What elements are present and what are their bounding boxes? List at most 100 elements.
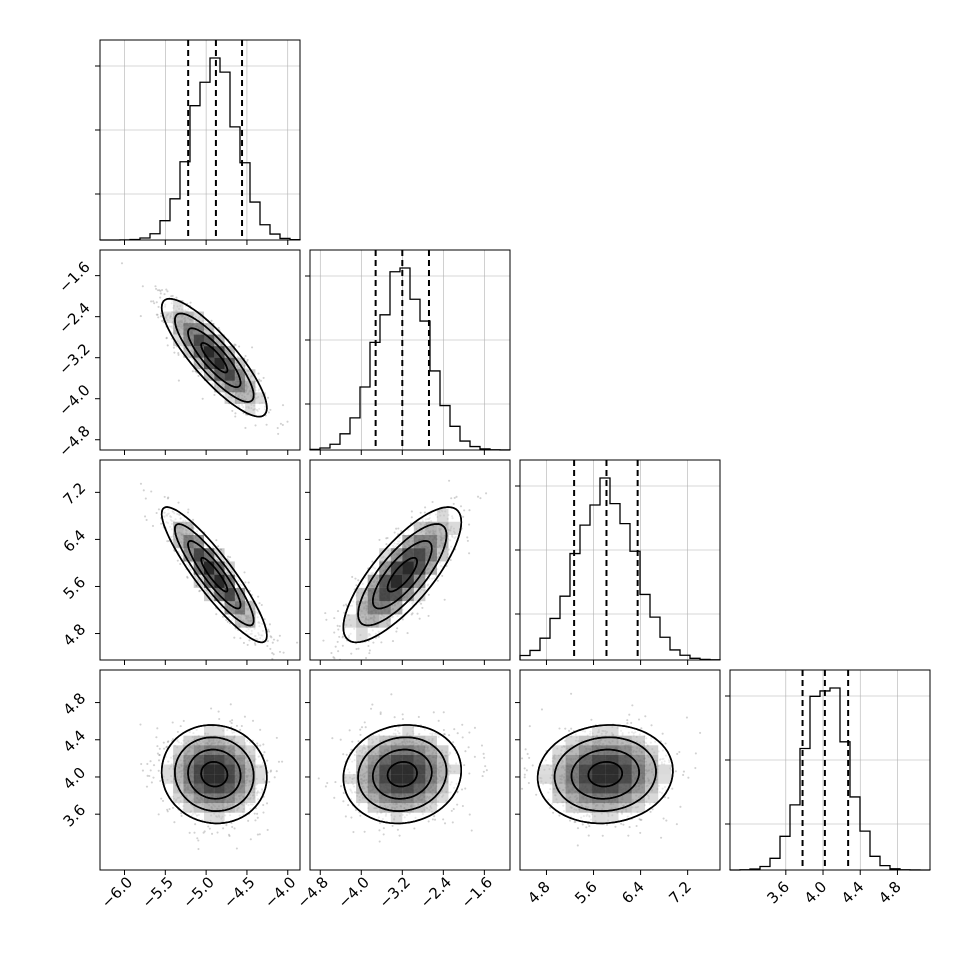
sample-point <box>332 656 335 659</box>
contour-outline-3 <box>160 506 268 644</box>
sample-point <box>324 612 327 615</box>
sample-point <box>463 509 466 512</box>
scatter-panel-2-0-content <box>139 482 299 660</box>
density-cell-overlay <box>214 369 225 381</box>
sample-point <box>167 540 170 543</box>
sample-point <box>443 598 446 601</box>
density-cell-overlay <box>193 548 204 562</box>
sample-point <box>192 518 195 521</box>
density-cell-overlay <box>224 587 235 602</box>
density-cell-overlay <box>214 561 225 575</box>
density-cell-overlay <box>436 508 449 522</box>
sample-point <box>166 540 169 543</box>
sample-point <box>282 651 285 654</box>
sample-point <box>396 627 399 630</box>
sample-point <box>449 558 452 562</box>
density-cell-overlay <box>183 334 194 347</box>
sample-point <box>195 584 198 587</box>
density-cell-overlay <box>173 311 184 324</box>
sample-point <box>145 785 149 788</box>
density-cell-overlay <box>245 392 256 404</box>
sample-point <box>334 645 337 648</box>
sample-point <box>450 497 453 500</box>
sample-point <box>233 636 236 639</box>
sample-point <box>357 647 360 650</box>
sample-point <box>233 827 236 830</box>
sample-point <box>242 641 245 645</box>
sample-point <box>198 589 201 592</box>
density-cell-overlay <box>173 323 184 335</box>
sample-point <box>155 511 158 515</box>
sample-point <box>269 647 272 650</box>
contour-outline-0 <box>200 342 229 374</box>
density-cell-overlay <box>214 346 225 358</box>
sample-point <box>445 564 448 568</box>
ytick-label: 7.2 <box>60 479 90 509</box>
sample-point <box>271 641 274 644</box>
density-cell-overlay <box>173 300 184 312</box>
sample-point <box>266 640 269 643</box>
sample-point <box>462 515 465 518</box>
sample-point <box>258 833 261 836</box>
density-cell-overlay <box>214 574 225 588</box>
sample-point <box>197 374 200 377</box>
sample-point <box>258 602 261 605</box>
sample-point <box>371 560 374 563</box>
sample-point <box>354 577 357 580</box>
sample-point <box>372 641 375 644</box>
sample-point <box>345 603 348 606</box>
density-cell-overlay <box>173 521 184 535</box>
sample-point <box>268 630 271 633</box>
density-cell-overlay <box>204 357 215 370</box>
sample-point <box>251 346 254 349</box>
sample-point <box>244 426 247 429</box>
sample-point <box>397 527 400 530</box>
sample-point <box>152 300 155 303</box>
sample-point <box>208 827 211 830</box>
sample-point <box>120 262 124 265</box>
density-cell-overlay <box>204 574 215 588</box>
sample-point <box>233 343 236 346</box>
sample-point <box>419 602 423 605</box>
sample-point <box>151 524 155 528</box>
density-cell-overlay <box>344 614 357 628</box>
sample-point <box>269 408 272 411</box>
sample-point <box>235 724 238 727</box>
sample-point <box>406 632 409 635</box>
sample-point <box>316 668 318 670</box>
ytick-label: −2.4 <box>55 299 93 337</box>
sample-point <box>166 290 169 293</box>
density-cell-overlay <box>224 561 235 575</box>
ytick-label: 6.4 <box>60 526 90 556</box>
sample-point <box>258 378 261 381</box>
sample-point <box>466 539 469 542</box>
sample-point <box>159 290 162 293</box>
sample-point <box>468 509 471 512</box>
sample-point <box>341 644 344 647</box>
sample-point <box>152 764 156 767</box>
density-cell-overlay <box>214 357 225 370</box>
sample-point <box>173 351 176 354</box>
density-cell-overlay <box>245 369 256 381</box>
sample-point <box>244 581 247 584</box>
contour-outline-2 <box>174 312 255 403</box>
sample-point <box>267 411 270 414</box>
sample-point <box>166 497 169 500</box>
ytick-label: −3.2 <box>55 340 93 378</box>
sample-point <box>452 502 455 505</box>
density-cell-overlay <box>224 357 235 370</box>
sample-point <box>154 285 157 288</box>
sample-point <box>279 422 282 425</box>
sample-point <box>340 674 342 676</box>
sample-point <box>427 614 430 617</box>
density-cell-overlay <box>245 614 256 628</box>
density-cell-overlay <box>173 334 184 347</box>
sample-point <box>177 501 180 504</box>
sample-point <box>401 618 404 621</box>
density-cell-overlay <box>234 587 246 602</box>
density-cell-overlay <box>448 521 460 535</box>
sample-point <box>322 639 325 642</box>
sample-point <box>165 337 168 340</box>
sample-point <box>257 372 260 375</box>
